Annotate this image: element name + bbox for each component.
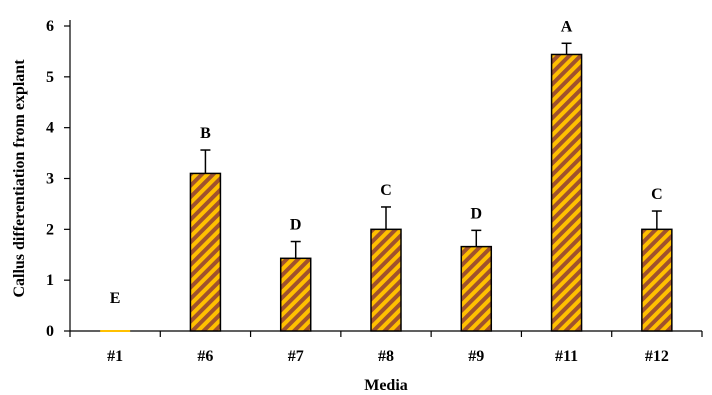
y-axis: 0 1 2 3 4 5 6 [46, 18, 71, 340]
x-tick-label: #12 [645, 348, 669, 365]
significance-labels: E B D C D A C [110, 18, 663, 307]
significance-letter: C [651, 186, 663, 203]
x-axis: #1 #6 #7 #8 #9 #11 #12 [69, 330, 703, 365]
bar [641, 228, 673, 332]
y-tick-label: 4 [46, 120, 54, 137]
bars [100, 53, 673, 332]
significance-letter: E [110, 290, 121, 307]
bar [370, 228, 402, 332]
significance-letter: B [200, 125, 211, 142]
y-tick-label: 0 [46, 323, 54, 340]
error-bars [200, 42, 662, 259]
x-tick-label: #11 [555, 348, 578, 365]
significance-letter: A [561, 18, 573, 35]
x-tick-label: #6 [197, 348, 213, 365]
bar [279, 257, 312, 332]
bar [189, 172, 222, 332]
y-tick-label: 6 [46, 18, 54, 35]
x-tick-label: #1 [107, 348, 123, 365]
x-tick-label: #9 [468, 348, 484, 365]
significance-letter: D [471, 205, 483, 222]
x-axis-title: Media [364, 377, 408, 394]
x-tick-label: #8 [378, 348, 394, 365]
y-tick-label: 5 [46, 69, 54, 86]
bar [460, 245, 493, 332]
significance-letter: C [380, 182, 392, 199]
significance-letter: D [290, 217, 302, 234]
y-tick-label: 1 [46, 272, 54, 289]
bar [550, 53, 583, 332]
y-axis-title: Callus differentiation from explant [11, 59, 28, 298]
y-tick-label: 2 [46, 221, 54, 238]
y-tick-label: 3 [46, 171, 54, 188]
x-tick-label: #7 [288, 348, 304, 365]
